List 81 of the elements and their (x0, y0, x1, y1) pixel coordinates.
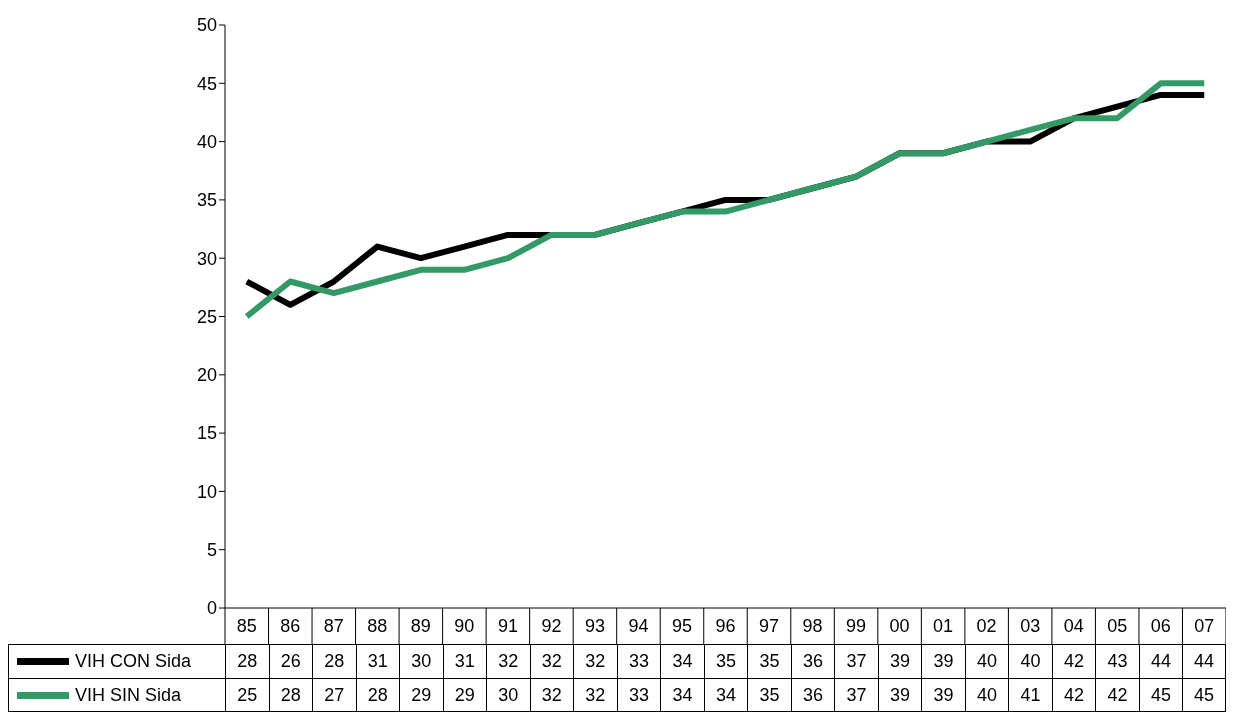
x-tick-label: 87 (323, 616, 344, 636)
x-tick-label: 05 (1107, 616, 1128, 636)
data-label: 36 (790, 679, 835, 711)
y-tick-label: 5 (206, 540, 217, 561)
x-tick-label: 94 (628, 616, 649, 636)
x-tick-label: 91 (497, 616, 518, 636)
data-label: 42 (1051, 645, 1096, 678)
y-tick-label: 10 (196, 481, 217, 502)
data-label: 39 (877, 645, 922, 678)
x-tick-label: 95 (671, 616, 692, 636)
x-tick-label: 97 (759, 616, 780, 636)
data-label: 41 (1008, 679, 1052, 711)
data-label: 35 (747, 679, 791, 711)
data-label: 45 (1138, 679, 1183, 711)
data-label: 28 (225, 645, 269, 678)
y-tick-label: 0 (206, 598, 217, 619)
data-label: 40 (1008, 645, 1052, 678)
data-label: 26 (268, 645, 313, 678)
data-label: 30 (399, 645, 443, 678)
data-label: 32 (529, 679, 574, 711)
data-label: 35 (703, 645, 748, 678)
x-tick-label: 03 (1020, 616, 1041, 636)
x-tick-label: 90 (454, 616, 475, 636)
data-label: 35 (747, 645, 791, 678)
x-tick-label: 93 (584, 616, 605, 636)
data-label: 36 (790, 645, 835, 678)
data-label: 40 (964, 645, 1009, 678)
x-tick-label: 89 (410, 616, 431, 636)
x-tick-label: 01 (933, 616, 954, 636)
x-tick-label: 06 (1150, 616, 1171, 636)
data-label: 30 (486, 679, 530, 711)
data-label: 34 (703, 679, 748, 711)
data-label: 40 (964, 679, 1009, 711)
x-tick-label: 86 (280, 616, 301, 636)
legend-label: VIH SIN Sida (75, 684, 182, 706)
data-label: 39 (877, 679, 922, 711)
y-tick-label: 45 (196, 73, 217, 94)
y-tick-label: 40 (196, 131, 217, 152)
data-label: 31 (442, 645, 487, 678)
data-label: 27 (312, 679, 356, 711)
data-label: 32 (573, 679, 617, 711)
data-label: 29 (399, 679, 443, 711)
data-label: 33 (616, 645, 661, 678)
legend-label: VIH CON Sida (75, 651, 192, 672)
x-tick-label: 07 (1194, 616, 1215, 636)
data-label: 28 (268, 679, 313, 711)
data-label: 44 (1182, 645, 1226, 678)
x-tick-label: 85 (236, 616, 257, 636)
data-label: 32 (529, 645, 574, 678)
data-label: 28 (355, 679, 400, 711)
data-label: 32 (486, 645, 530, 678)
y-tick-label: 35 (196, 190, 217, 211)
x-tick-label: 96 (715, 616, 736, 636)
y-tick-label: 15 (196, 423, 217, 444)
x-tick-label: 88 (367, 616, 388, 636)
data-label: 39 (921, 679, 965, 711)
data-label: 39 (921, 645, 965, 678)
x-tick-label: 00 (889, 616, 910, 636)
data-label: 28 (312, 645, 356, 678)
data-label: 32 (573, 645, 617, 678)
data-label: 37 (834, 679, 878, 711)
data-label: 29 (442, 679, 487, 711)
y-tick-label: 50 (196, 15, 217, 36)
x-tick-label: 04 (1063, 616, 1084, 636)
y-tick-label: 30 (196, 248, 217, 269)
x-tick-label: 99 (846, 616, 867, 636)
data-label: 45 (1182, 679, 1226, 711)
y-tick-label: 25 (196, 306, 217, 327)
data-label: 42 (1095, 679, 1139, 711)
data-label: 37 (834, 645, 878, 678)
data-label: 33 (616, 679, 661, 711)
data-label: 34 (660, 645, 704, 678)
data-label: 42 (1051, 679, 1096, 711)
x-tick-label: 02 (976, 616, 997, 636)
data-label: 44 (1138, 645, 1183, 678)
y-tick-label: 20 (196, 365, 217, 386)
data-label: 34 (660, 679, 704, 711)
x-tick-label: 92 (541, 616, 562, 636)
data-label: 43 (1095, 645, 1139, 678)
data-label: 31 (355, 645, 400, 678)
x-tick-label: 98 (802, 616, 823, 636)
